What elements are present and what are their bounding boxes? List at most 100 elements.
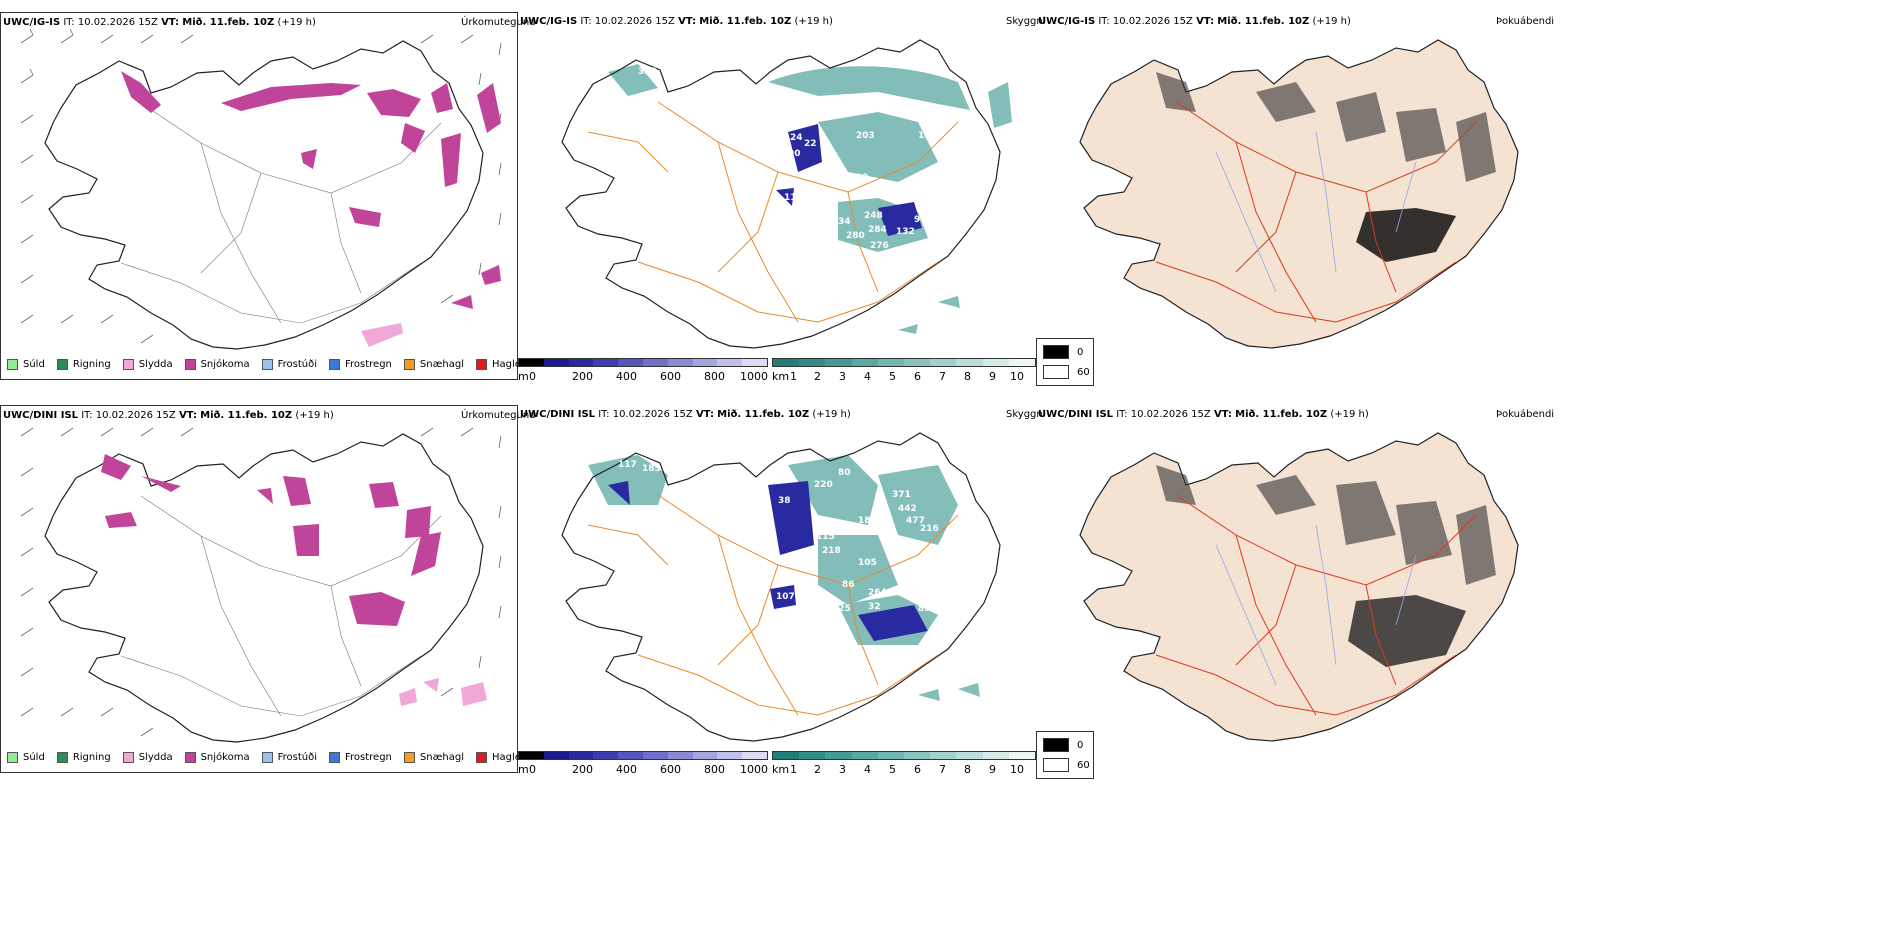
wind-barbs xyxy=(20,28,502,344)
visibility-panel-row1: UWC/IG-IS IT: 10.02.2026 15Z VT: Mið. 11… xyxy=(518,12,1046,383)
svg-text:371: 371 xyxy=(892,490,911,500)
svg-text:284: 284 xyxy=(868,225,887,235)
fog-shading xyxy=(1156,72,1496,182)
svg-text:38: 38 xyxy=(778,496,791,506)
precip-legend-row2: Súld Rigning Slydda Snjókoma Frostúði Fr… xyxy=(7,752,530,763)
svg-text:80: 80 xyxy=(800,578,813,588)
svg-text:185: 185 xyxy=(642,464,661,474)
sleet-area xyxy=(361,323,403,347)
legend-item: Frostúði xyxy=(261,359,317,370)
svg-text:107: 107 xyxy=(776,592,795,602)
svg-text:22: 22 xyxy=(896,105,909,115)
legend-swatch xyxy=(261,752,273,763)
svg-text:216: 216 xyxy=(920,524,939,534)
fog-panel-row1: UWC/IG-IS IT: 10.02.2026 15Z VT: Mið. 11… xyxy=(1036,12,1876,386)
precip-type-map xyxy=(20,28,502,350)
legend-swatch xyxy=(56,359,68,370)
legend-item: Haglél xyxy=(476,359,524,370)
svg-text:330: 330 xyxy=(638,67,657,77)
visibility-map: 117 185 39 80 220 38 115 239 218 189 371… xyxy=(561,432,1001,742)
svg-text:125: 125 xyxy=(832,604,851,614)
dense-fog xyxy=(1356,208,1456,262)
fog-swatch-light xyxy=(1043,365,1069,379)
svg-text:189: 189 xyxy=(858,516,877,526)
legend-item: Haglél xyxy=(476,752,524,763)
svg-text:34: 34 xyxy=(838,217,851,227)
legend-item: Snjókoma xyxy=(184,359,250,370)
svg-text:32: 32 xyxy=(868,602,881,612)
fog-legend-row2: 0 60 xyxy=(1036,731,1094,779)
fog-swatch-dark xyxy=(1043,345,1069,359)
snow-areas xyxy=(121,71,501,309)
svg-text:90: 90 xyxy=(914,215,927,225)
panel-title: UWC/IG-IS IT: 10.02.2026 15Z VT: Mið. 11… xyxy=(1038,16,1351,27)
legend-swatch xyxy=(7,359,18,370)
legend-item: Snæhagl xyxy=(403,752,464,763)
terrain-height xyxy=(776,124,922,236)
legend-swatch xyxy=(56,752,68,763)
legend-swatch xyxy=(329,359,340,370)
svg-text:91: 91 xyxy=(948,582,961,592)
roads xyxy=(1155,494,1477,716)
fog-map xyxy=(1079,39,1519,349)
visibility-map: 330 17 24 22 90 203 22 231 188 90 19 11 … xyxy=(561,39,1012,349)
fog-map xyxy=(1079,432,1519,742)
fog-panel-row2: UWC/DINI ISL IT: 10.02.2026 15Z VT: Mið.… xyxy=(1036,405,1876,779)
legend-swatch xyxy=(403,359,415,370)
roads xyxy=(1155,101,1477,323)
legend-item: Snæhagl xyxy=(403,359,464,370)
panel-title: UWC/DINI ISL IT: 10.02.2026 15Z VT: Mið.… xyxy=(520,409,851,420)
terrain-height xyxy=(608,481,928,641)
cloud-labels: 117 185 39 80 220 38 115 239 218 189 371… xyxy=(618,460,961,708)
legend-item: Frostregn xyxy=(329,752,392,763)
panel-name: Skyggni xyxy=(1006,409,1046,420)
legend-swatch xyxy=(329,752,340,763)
legend-item: Slydda xyxy=(122,752,173,763)
legend-swatch xyxy=(261,359,273,370)
panel-title: UWC/DINI ISL IT: 10.02.2026 15Z VT: Mið.… xyxy=(3,410,334,421)
low-cloud xyxy=(608,64,1012,334)
svg-text:209: 209 xyxy=(938,562,957,572)
legend-swatch xyxy=(476,752,488,763)
legend-swatch xyxy=(184,359,196,370)
svg-text:105: 105 xyxy=(858,558,877,568)
legend-swatch xyxy=(122,752,134,763)
svg-text:90: 90 xyxy=(952,155,965,165)
svg-text:11: 11 xyxy=(784,193,797,203)
legend-item: Rigning xyxy=(56,359,111,370)
panel-name: Skyggni xyxy=(1006,16,1046,27)
snow-areas xyxy=(101,454,441,626)
low-cloud xyxy=(588,455,980,701)
fog-swatch-light xyxy=(1043,758,1069,772)
svg-text:24: 24 xyxy=(790,133,803,143)
legend-item: Snjókoma xyxy=(184,752,250,763)
svg-text:39: 39 xyxy=(630,506,643,516)
panel-title: UWC/DINI ISL IT: 10.02.2026 15Z VT: Mið.… xyxy=(1038,409,1369,420)
fog-swatch-dark xyxy=(1043,738,1069,752)
dense-fog xyxy=(1348,595,1466,667)
panel-name: Úrkomutegund xyxy=(461,17,536,28)
fog-legend-row1: 0 60 xyxy=(1036,338,1094,386)
legend-item: Frostúði xyxy=(261,752,317,763)
svg-text:17: 17 xyxy=(774,125,787,135)
precip-legend-row1: Súld Rigning Slydda Snjókoma Frostúði Fr… xyxy=(7,359,530,370)
legend-swatch xyxy=(122,359,134,370)
svg-text:280: 280 xyxy=(846,231,865,241)
svg-text:239: 239 xyxy=(828,520,847,530)
panel-title: UWC/IG-IS IT: 10.02.2026 15Z VT: Mið. 11… xyxy=(3,17,316,28)
precip-type-map xyxy=(20,427,502,743)
roads xyxy=(120,495,442,717)
svg-text:115: 115 xyxy=(816,532,835,542)
roads xyxy=(120,102,442,324)
svg-text:90: 90 xyxy=(788,149,801,159)
legend-item: Rigning xyxy=(56,752,111,763)
svg-text:29: 29 xyxy=(758,698,771,708)
svg-text:22: 22 xyxy=(804,139,817,149)
roads xyxy=(587,494,959,716)
sleet-areas xyxy=(399,678,487,706)
svg-text:80: 80 xyxy=(838,468,851,478)
svg-text:220: 220 xyxy=(814,480,833,490)
panel-title: UWC/IG-IS IT: 10.02.2026 15Z VT: Mið. 11… xyxy=(520,16,833,27)
rivers xyxy=(1215,524,1417,686)
svg-text:86: 86 xyxy=(842,580,855,590)
